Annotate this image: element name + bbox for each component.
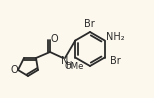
Text: Br: Br bbox=[84, 19, 94, 29]
Text: OMe: OMe bbox=[65, 62, 84, 71]
Text: N: N bbox=[61, 56, 69, 66]
Text: NH₂: NH₂ bbox=[106, 31, 125, 41]
Text: O: O bbox=[10, 65, 18, 75]
Text: Br: Br bbox=[110, 55, 121, 65]
Text: O: O bbox=[50, 34, 58, 44]
Text: H: H bbox=[65, 60, 72, 69]
